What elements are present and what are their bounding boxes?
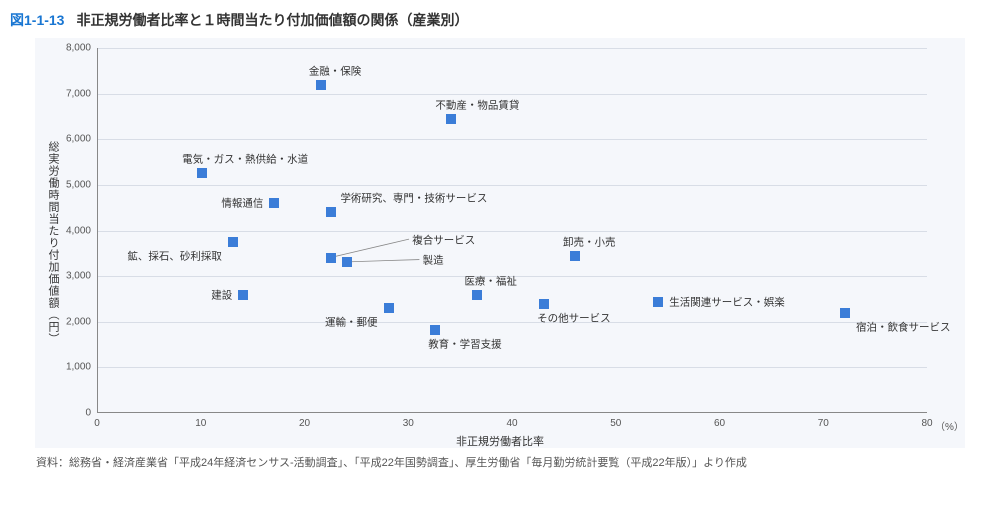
x-tick-label: 60 <box>714 418 725 429</box>
data-point-label: その他サービス <box>537 311 611 326</box>
x-tick-label: 30 <box>403 418 414 429</box>
gridline <box>98 185 927 186</box>
gridline <box>98 367 927 368</box>
y-tick-label: 1,000 <box>43 362 91 373</box>
y-axis-title: 総実労働時間当たり付加価値額（円） <box>45 141 61 345</box>
chart-area: 総実労働時間当たり付加価値額（円） 非正規労働者比率 0 1,000 2,000 3,… <box>35 38 965 448</box>
data-point <box>446 114 456 124</box>
data-point <box>238 290 248 300</box>
gridline <box>98 231 927 232</box>
title-row: 図1-1-13 非正規労働者比率と１時間当たり付加価値額の関係（産業別） <box>10 10 977 30</box>
x-axis-unit: （%） <box>935 418 964 433</box>
y-tick-label: 8,000 <box>43 43 91 54</box>
data-point <box>269 198 279 208</box>
data-point-label: 製造 <box>423 253 444 268</box>
data-point-label: 卸売・小売 <box>563 234 616 249</box>
gridline <box>98 48 927 49</box>
x-tick-label: 50 <box>610 418 621 429</box>
y-tick-label: 6,000 <box>43 134 91 145</box>
y-tick-label: 7,000 <box>43 88 91 99</box>
data-point <box>384 303 394 313</box>
y-tick-label: 3,000 <box>43 271 91 282</box>
x-axis-title: 非正規労働者比率 <box>456 433 544 449</box>
data-point-label: 情報通信 <box>221 196 263 211</box>
figure-container: 図1-1-13 非正規労働者比率と１時間当たり付加価値額の関係（産業別） 総実労… <box>0 0 987 513</box>
data-point-label: 不動産・物品賃貸 <box>435 97 519 112</box>
x-tick-label: 80 <box>921 418 932 429</box>
data-point <box>197 168 207 178</box>
data-point <box>316 80 326 90</box>
source-note: 資料：総務省・経済産業省「平成24年経済センサス-活動調査」、「平成22年国勢調… <box>36 454 977 470</box>
data-point <box>653 297 663 307</box>
x-tick-label: 40 <box>506 418 517 429</box>
y-tick-label: 4,000 <box>43 225 91 236</box>
data-point-label: 運輸・郵便 <box>325 315 378 330</box>
x-tick-label: 20 <box>299 418 310 429</box>
data-point <box>342 257 352 267</box>
data-point-label: 鉱、採石、砂利採取 <box>127 248 222 263</box>
gridline <box>98 139 927 140</box>
data-point-label: 学術研究、専門・技術サービス <box>340 191 487 206</box>
y-tick-label: 2,000 <box>43 316 91 327</box>
data-point-label: 医療・福祉 <box>464 274 517 289</box>
data-point-label: 生活関連サービス・娯楽 <box>669 295 785 310</box>
data-point <box>326 253 336 263</box>
x-tick-label: 70 <box>818 418 829 429</box>
data-point <box>539 299 549 309</box>
data-point <box>840 308 850 318</box>
x-tick-label: 0 <box>94 418 100 429</box>
data-point <box>326 207 336 217</box>
data-point <box>570 251 580 261</box>
data-point-label: 金融・保険 <box>309 63 362 78</box>
data-point-label: 宿泊・飲食サービス <box>856 319 951 334</box>
y-tick-label: 0 <box>43 408 91 419</box>
figure-number: 図1-1-13 <box>10 10 64 30</box>
data-point <box>472 290 482 300</box>
x-tick-label: 10 <box>195 418 206 429</box>
data-point-label: 教育・学習支援 <box>428 336 502 351</box>
gridline <box>98 322 927 323</box>
data-point <box>430 325 440 335</box>
y-tick-label: 5,000 <box>43 179 91 190</box>
data-point <box>228 237 238 247</box>
data-point-label: 電気・ガス・熱供給・水道 <box>182 152 308 167</box>
data-point-label: 複合サービス <box>412 232 475 247</box>
gridline <box>98 94 927 95</box>
figure-title: 非正規労働者比率と１時間当たり付加価値額の関係（産業別） <box>76 10 468 30</box>
data-point-label: 建設 <box>211 288 232 303</box>
